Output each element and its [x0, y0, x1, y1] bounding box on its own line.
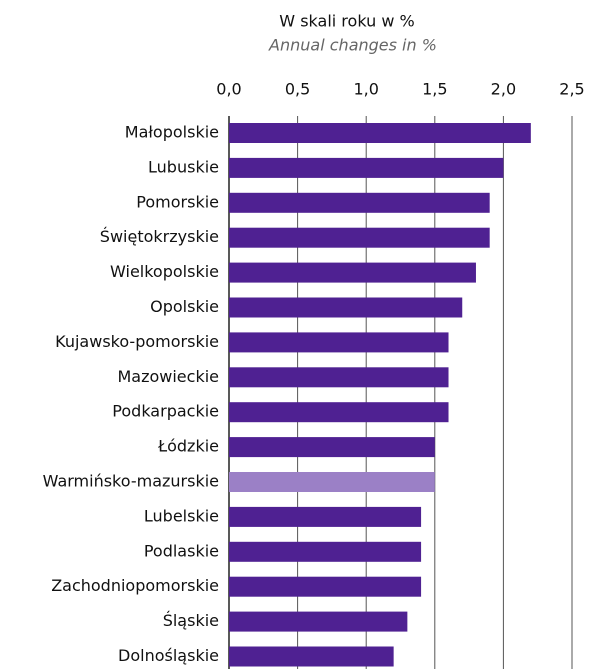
y-tick-label: Dolnośląskie [118, 646, 219, 665]
bar [229, 157, 504, 178]
bar [229, 506, 422, 527]
bar [229, 646, 394, 667]
y-tick-label: Podlaskie [144, 541, 219, 560]
x-tick-label: 2,0 [491, 80, 516, 99]
x-tick-label: 1,5 [422, 80, 447, 99]
y-tick-label: Kujawsko-pomorskie [55, 332, 219, 351]
bar [229, 227, 490, 248]
y-tick-label: Podkarpackie [112, 402, 219, 421]
y-tick-label: Wielkopolskie [110, 262, 219, 281]
bar [229, 192, 490, 213]
bar [229, 611, 408, 632]
chart-subtitle: Annual changes in % [268, 36, 437, 55]
bar [229, 123, 531, 143]
y-tick-label: Mazowieckie [117, 367, 219, 386]
y-tick-label: Lubuskie [148, 157, 219, 176]
y-tick-label: Lubelskie [144, 506, 219, 525]
bar [229, 262, 476, 283]
y-tick-label: Małopolskie [125, 123, 219, 142]
x-tick-label: 0,5 [285, 80, 310, 99]
x-tick-label: 2,5 [559, 80, 584, 99]
bar [229, 437, 435, 458]
bar [229, 402, 449, 423]
x-tick-label: 0,0 [216, 80, 241, 99]
bar [229, 472, 435, 492]
bar [229, 576, 422, 597]
y-tick-label: Łódzkie [157, 437, 219, 456]
bar [229, 332, 449, 353]
y-tick-label: Świętokrzyskie [100, 227, 219, 246]
bar [229, 297, 463, 318]
bar [229, 541, 422, 562]
bar [229, 367, 449, 388]
y-tick-label: Opolskie [150, 297, 219, 316]
x-tick-label: 1,0 [353, 80, 378, 99]
y-tick-label: Zachodniopomorskie [51, 576, 219, 595]
y-tick-label: Warmińsko-mazurskie [43, 472, 219, 491]
y-tick-label: Pomorskie [136, 192, 219, 211]
chart-title: W skali roku w % [279, 12, 414, 31]
y-tick-label: Śląskie [163, 611, 219, 630]
